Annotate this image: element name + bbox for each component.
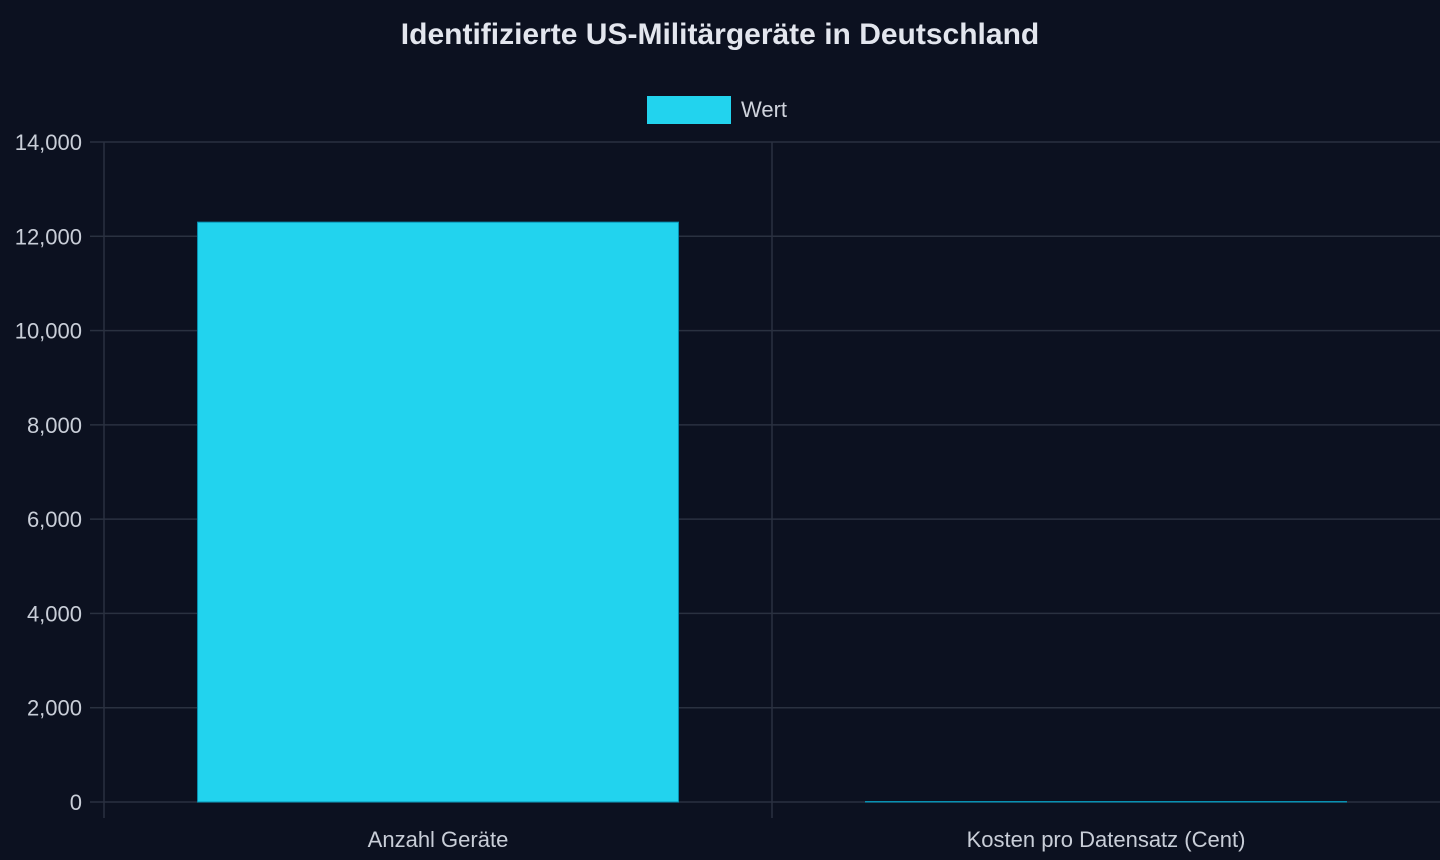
x-tick-label: Anzahl Geräte bbox=[368, 827, 509, 852]
y-tick-label: 12,000 bbox=[15, 224, 82, 249]
y-tick-label: 14,000 bbox=[15, 130, 82, 155]
y-tick-label: 2,000 bbox=[27, 696, 82, 721]
y-tick-label: 0 bbox=[70, 790, 82, 815]
y-tick-label: 10,000 bbox=[15, 319, 82, 344]
legend-label: Wert bbox=[741, 97, 788, 122]
y-tick-label: 8,000 bbox=[27, 413, 82, 438]
legend[interactable]: Wert bbox=[647, 96, 787, 124]
bar bbox=[865, 801, 1347, 803]
chart-title: Identifizierte US-Militärgeräte in Deuts… bbox=[400, 18, 1040, 51]
bar bbox=[197, 221, 679, 803]
y-tick-label: 6,000 bbox=[27, 507, 82, 532]
legend-swatch bbox=[647, 96, 731, 124]
x-tick-label: Kosten pro Datensatz (Cent) bbox=[967, 827, 1246, 852]
y-tick-label: 4,000 bbox=[27, 601, 82, 626]
